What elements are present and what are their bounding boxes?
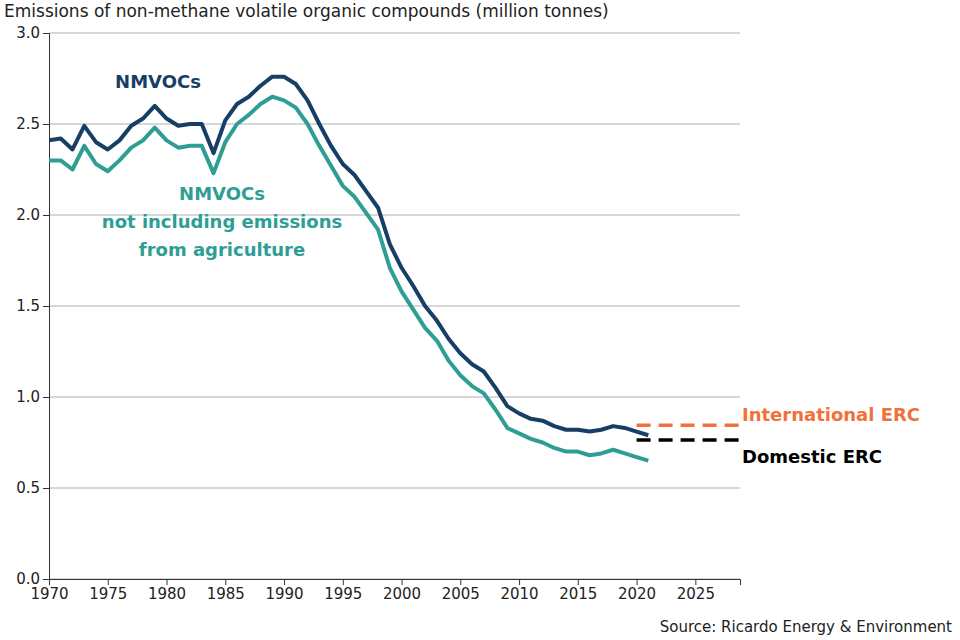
x-tick-label: 2025 — [677, 585, 715, 603]
x-tick-label: 2015 — [559, 585, 597, 603]
y-tick-label: 3.0 — [16, 24, 40, 42]
y-tick: 2.5 — [16, 115, 49, 133]
y-tick-label: 2.5 — [16, 115, 40, 133]
x-tick-label: 2020 — [618, 585, 656, 603]
x-tick-label: 1980 — [148, 585, 186, 603]
x-tick: 2015 — [559, 579, 597, 603]
series-label-line: NMVOCs — [179, 183, 265, 204]
reference-label: Domestic ERC — [742, 446, 882, 467]
x-tick-label: 1975 — [89, 585, 127, 603]
series-label-line: NMVOCs — [115, 71, 201, 92]
x-tick-label: 2010 — [500, 585, 538, 603]
title: Emissions of non-methane volatile organi… — [4, 1, 609, 21]
reference-line — [637, 423, 740, 427]
x-tick: 1980 — [148, 579, 186, 603]
x-tick-label: 1985 — [207, 585, 245, 603]
grid-line — [49, 488, 740, 489]
series-label: NMVOCs not including emissions from agricu… — [102, 183, 342, 260]
y-tick-mark — [43, 33, 49, 34]
x-tick-label: 2005 — [442, 585, 480, 603]
y-tick-label: 1.5 — [16, 297, 40, 315]
x-tick: 1970 — [30, 579, 68, 603]
x-tick-label: 1970 — [30, 585, 68, 603]
y-tick-mark — [43, 306, 49, 307]
chart: 0.00.51.01.52.02.53.01970197519801985199… — [0, 0, 960, 640]
reference-label: International ERC — [742, 404, 920, 425]
y-tick: 2.0 — [16, 206, 49, 224]
y-tick: 3.0 — [16, 24, 49, 42]
reference-line — [637, 438, 740, 442]
x-tick: 2010 — [500, 579, 538, 603]
grid-line — [49, 397, 740, 398]
x-tick: 2020 — [618, 579, 656, 603]
x-tick: 1975 — [89, 579, 127, 603]
grid-line — [49, 306, 740, 307]
grid-line — [49, 124, 740, 125]
y-tick: 1.0 — [16, 388, 49, 406]
x-tick: 1995 — [324, 579, 362, 603]
y-tick-mark — [43, 215, 49, 216]
x-tick-label: 1990 — [265, 585, 303, 603]
plot-area — [49, 77, 740, 461]
y-axis: 0.00.51.01.52.02.53.0 — [16, 24, 49, 588]
series-line — [49, 77, 648, 436]
series-label-line: from agriculture — [139, 239, 305, 260]
y-tick: 1.5 — [16, 297, 49, 315]
series-line — [49, 97, 648, 461]
source: Source: Ricardo Energy & Environment — [660, 618, 952, 636]
y-tick-mark — [43, 488, 49, 489]
x-tick: 1985 — [207, 579, 245, 603]
y-tick: 0.5 — [16, 479, 49, 497]
series-label: NMVOCs — [115, 71, 201, 92]
x-tick-label: 2000 — [383, 585, 421, 603]
series-label-line: not including emissions — [102, 211, 342, 232]
x-tick: 2025 — [677, 579, 715, 603]
y-tick-mark — [43, 579, 49, 580]
y-tick-label: 2.0 — [16, 206, 40, 224]
y-tick-label: 0.5 — [16, 479, 40, 497]
x-tick-label: 1995 — [324, 585, 362, 603]
x-axis: 1970 1975 1980 1985 1990 1995 2000 2005 2010 2015… — [30, 579, 740, 603]
grid-line — [49, 33, 740, 34]
grid — [49, 33, 740, 579]
y-axis-line — [43, 34, 50, 580]
x-tick: 2005 — [442, 579, 480, 603]
y-tick-label: 1.0 — [16, 388, 40, 406]
y-tick-mark — [43, 397, 49, 398]
x-tick: 1990 — [265, 579, 303, 603]
y-tick-mark — [43, 124, 49, 125]
x-tick: 2000 — [383, 579, 421, 603]
